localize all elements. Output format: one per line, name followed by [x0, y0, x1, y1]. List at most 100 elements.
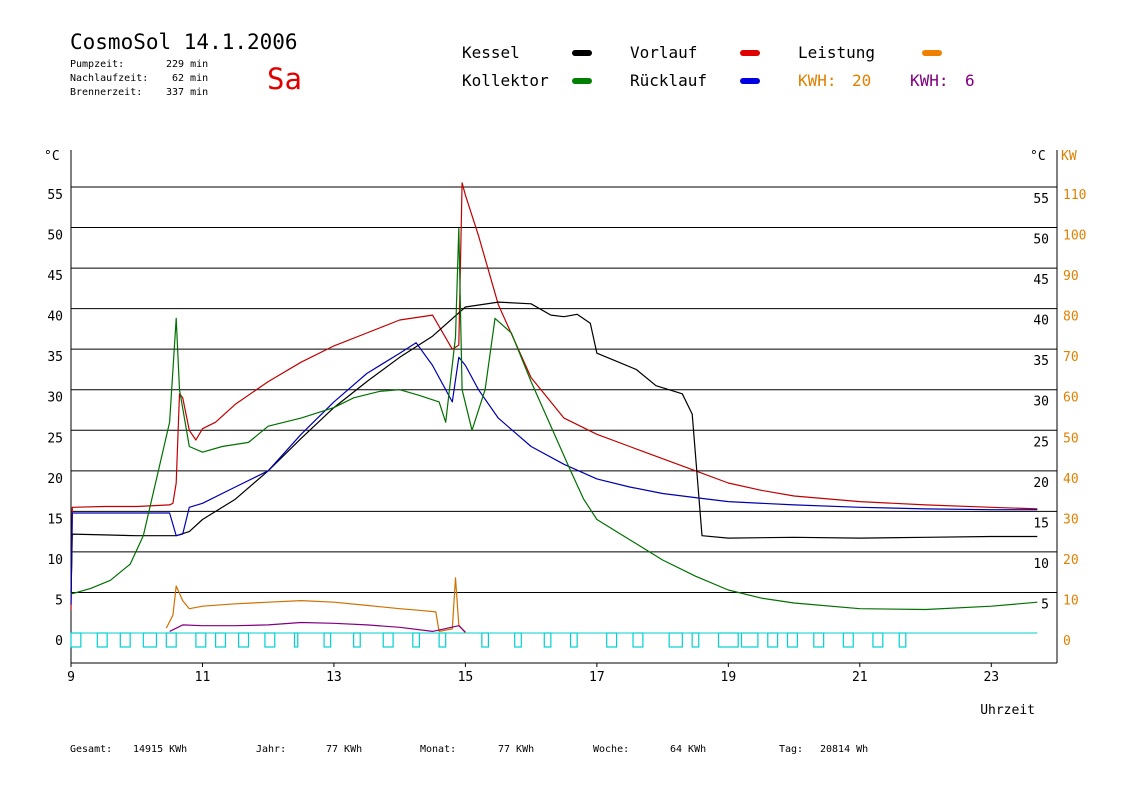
legend-kollektor-swatch [572, 78, 592, 84]
y-tick-right-45: 45 [1033, 273, 1049, 288]
y-tick-left-40: 40 [47, 310, 63, 325]
pump-pulse [96, 632, 108, 648]
stat-nachlaufzeit-label: Nachlaufzeit: [70, 73, 149, 84]
pump-pulse [740, 632, 759, 648]
pump-pulse [717, 632, 739, 648]
pump-pulse [543, 632, 552, 648]
legend-kwh-solar-value: 20 [852, 71, 872, 90]
pump-pulse [142, 632, 158, 648]
pump-pulse [412, 632, 420, 648]
pump-pulse [119, 632, 131, 648]
footer-value: 14915 KWh [133, 744, 188, 755]
pump-pulse [632, 632, 644, 648]
footer-value: 77 KWh [326, 744, 363, 755]
y-tick-right-25: 25 [1033, 435, 1049, 450]
y-tick-kw-90: 90 [1063, 269, 1079, 284]
pump-pulse [382, 632, 394, 648]
pump-pulse [195, 632, 207, 648]
y-tick-right-30: 30 [1033, 395, 1049, 410]
legend-leistung-swatch [922, 50, 942, 56]
pump-pulse [786, 632, 798, 648]
legend-kwh-other-value: 6 [965, 71, 975, 90]
pump-pulse [481, 632, 490, 648]
series-line-leistung [165, 577, 466, 634]
x-axis-label: Uhrzeit [980, 703, 1035, 718]
legend-kwh-other-label: KWH: [910, 71, 949, 90]
y-axis-left-unit: °C [44, 149, 60, 164]
series-line-kwh [169, 621, 466, 633]
stat-pumpzeit-value: 229 min [166, 59, 209, 70]
stat-nachlaufzeit-value: 62 min [172, 73, 209, 84]
legend-ruecklauf-swatch [740, 78, 760, 84]
footer-value: 77 KWh [498, 744, 535, 755]
x-tick-21: 21 [852, 670, 868, 685]
series-line-kessel [70, 301, 1038, 593]
footer-label: Monat: [420, 744, 457, 755]
y-tick-kw-70: 70 [1063, 350, 1079, 365]
series-line-rcklauf [70, 342, 1038, 605]
y-tick-right-15: 15 [1033, 516, 1049, 531]
x-tick-13: 13 [326, 670, 342, 685]
y-tick-right-20: 20 [1033, 476, 1049, 491]
y-tick-left-0: 0 [55, 634, 63, 649]
pump-pulse [606, 632, 618, 648]
legend-kwh-solar-label: KWH: [798, 71, 837, 90]
pump-pulse [264, 632, 276, 648]
pump-pulse [813, 632, 825, 648]
x-tick-11: 11 [195, 670, 211, 685]
pump-pulse [323, 632, 332, 648]
legend-kessel-swatch [572, 50, 592, 56]
footer-value: 20814 Wh [820, 744, 869, 755]
y-tick-right-10: 10 [1033, 557, 1049, 572]
y-tick-left-10: 10 [47, 553, 63, 568]
weekday-label: Sa [267, 62, 302, 96]
footer-label: Tag: [779, 744, 804, 755]
y-tick-kw-20: 20 [1063, 553, 1079, 568]
legend-leistung-label: Leistung [798, 43, 876, 62]
footer-label: Woche: [593, 744, 630, 755]
y-tick-left-30: 30 [47, 391, 63, 406]
y-tick-right-50: 50 [1033, 233, 1049, 248]
pump-pulse [438, 632, 447, 648]
series-line-kollektor [70, 227, 1038, 611]
y-tick-kw-0: 0 [1063, 634, 1071, 649]
x-tick-17: 17 [589, 670, 605, 685]
stat-brennerzeit-value: 337 min [166, 87, 209, 98]
y-tick-right-55: 55 [1033, 192, 1049, 207]
y-tick-kw-30: 30 [1063, 512, 1079, 527]
pump-pulse [70, 632, 82, 648]
pump-pulse [238, 632, 250, 648]
series-line-vorlauf [70, 182, 1038, 611]
y-tick-left-35: 35 [47, 350, 63, 365]
legend-kollektor-label: Kollektor [462, 71, 549, 90]
x-tick-23: 23 [983, 670, 999, 685]
y-tick-left-55: 55 [47, 188, 63, 203]
x-tick-9: 9 [67, 670, 75, 685]
footer-label: Jahr: [256, 744, 287, 755]
y-axis-kw-unit: KW [1061, 149, 1077, 164]
page-title: CosmoSol 14.1.2006 [70, 30, 298, 54]
pump-pulse [767, 632, 779, 648]
pump-pulse [293, 632, 299, 648]
y-tick-left-25: 25 [47, 431, 63, 446]
pump-pulse [514, 632, 522, 648]
pump-pulse [898, 632, 907, 648]
y-tick-left-45: 45 [47, 269, 63, 284]
y-tick-left-20: 20 [47, 472, 63, 487]
x-tick-19: 19 [721, 670, 737, 685]
y-tick-left-15: 15 [47, 512, 63, 527]
pump-pulse [872, 632, 884, 648]
pump-pulse [668, 632, 683, 648]
y-tick-left-5: 5 [55, 593, 63, 608]
legend-kessel-label: Kessel [462, 43, 520, 62]
y-tick-right-5: 5 [1041, 597, 1049, 612]
y-tick-left-50: 50 [47, 229, 63, 244]
footer-value: 64 KWh [670, 744, 707, 755]
pump-pulse [353, 632, 361, 648]
y-axis-right-unit: °C [1030, 149, 1046, 164]
y-tick-kw-50: 50 [1063, 431, 1079, 446]
pump-pulse [691, 632, 700, 648]
y-tick-kw-110: 110 [1063, 188, 1086, 203]
x-tick-15: 15 [458, 670, 474, 685]
